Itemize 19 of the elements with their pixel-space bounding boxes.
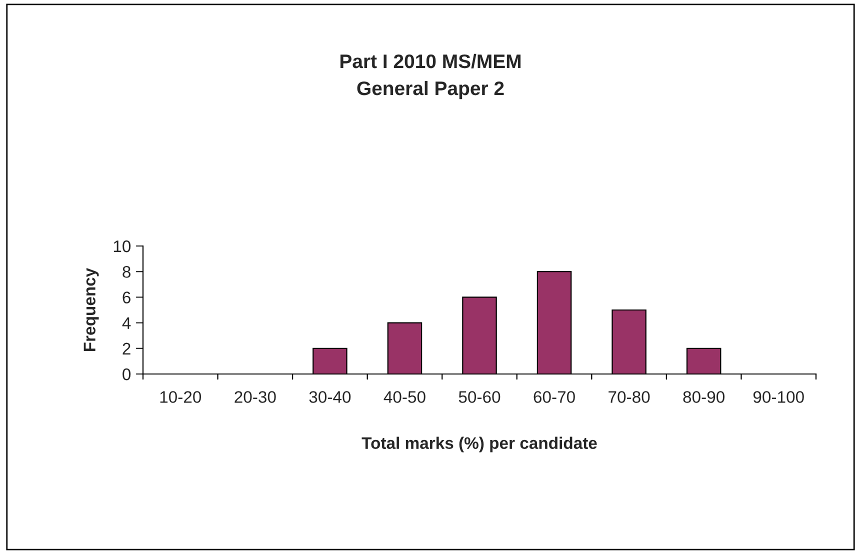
x-axis-title: Total marks (%) per candidate — [362, 436, 597, 452]
y-tick-label: 2 — [122, 342, 130, 354]
x-tick-label: 80-90 — [683, 391, 724, 403]
x-tick-label: 50-60 — [458, 391, 500, 403]
x-tick-label: 10-20 — [160, 391, 202, 403]
x-tick-label: 20-30 — [234, 391, 276, 403]
x-tick-label: 90-100 — [753, 391, 804, 403]
y-tick-label: 4 — [122, 317, 131, 329]
chart-subtitle: General Paper 2 — [357, 80, 504, 100]
y-tick-label: 10 — [114, 240, 131, 252]
x-tick-label: 40-50 — [384, 391, 426, 403]
x-tick-label: 70-80 — [608, 391, 650, 403]
x-tick-label: 30-40 — [309, 391, 351, 403]
chart-title: Part I 2010 MS/MEM — [340, 54, 521, 68]
y-tick-label: 6 — [122, 292, 130, 304]
y-tick-label: 0 — [122, 368, 131, 380]
x-tick-label: 60-70 — [534, 391, 575, 403]
y-tick-label: 8 — [122, 266, 130, 278]
y-axis-title: Frequency — [84, 268, 99, 352]
